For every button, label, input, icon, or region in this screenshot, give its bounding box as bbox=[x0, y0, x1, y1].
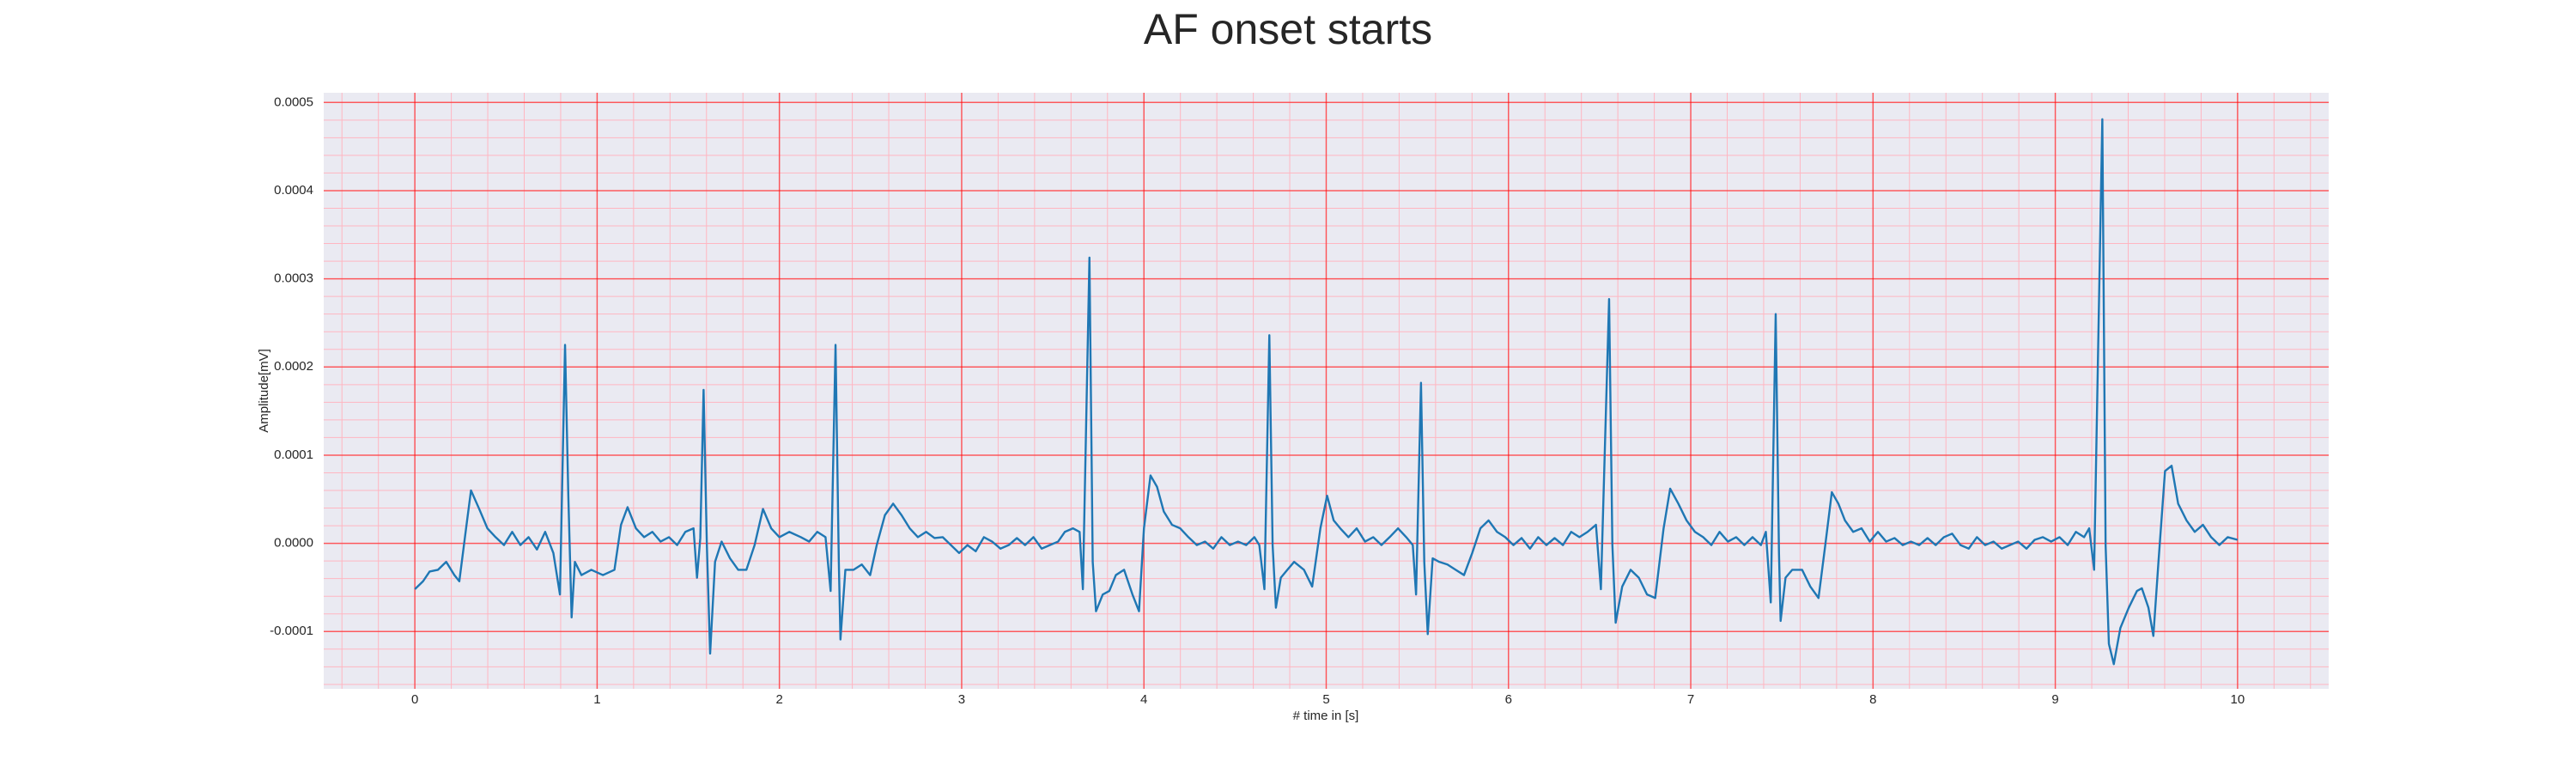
x-tick-label: 4 bbox=[1140, 692, 1147, 707]
y-tick-label: 0.0002 bbox=[274, 359, 313, 374]
x-tick-label: 7 bbox=[1687, 692, 1694, 707]
x-tick-label: 2 bbox=[776, 692, 783, 707]
x-tick-label: 0 bbox=[411, 692, 418, 707]
ecg-line bbox=[414, 118, 2239, 666]
x-tick-label: 6 bbox=[1505, 692, 1512, 707]
y-tick-label: 0.0004 bbox=[274, 183, 313, 198]
x-tick-label: 3 bbox=[958, 692, 965, 707]
x-axis-label: # time in [s] bbox=[1293, 709, 1359, 723]
y-tick-label: 0.0003 bbox=[274, 271, 313, 286]
x-tick-label: 9 bbox=[2051, 692, 2058, 707]
y-tick-label: -0.0001 bbox=[270, 624, 313, 638]
y-axis-label: Amplitude[mV] bbox=[257, 349, 271, 433]
y-tick-label: 0.0000 bbox=[274, 536, 313, 551]
x-tick-label: 5 bbox=[1322, 692, 1329, 707]
chart-title: AF onset starts bbox=[1144, 5, 1432, 53]
x-tick-label: 1 bbox=[593, 692, 600, 707]
y-tick-label: 0.0005 bbox=[274, 94, 313, 109]
x-tick-label: 10 bbox=[2231, 692, 2245, 707]
y-tick-label: 0.0001 bbox=[274, 447, 313, 462]
x-tick-label: 8 bbox=[1869, 692, 1876, 707]
